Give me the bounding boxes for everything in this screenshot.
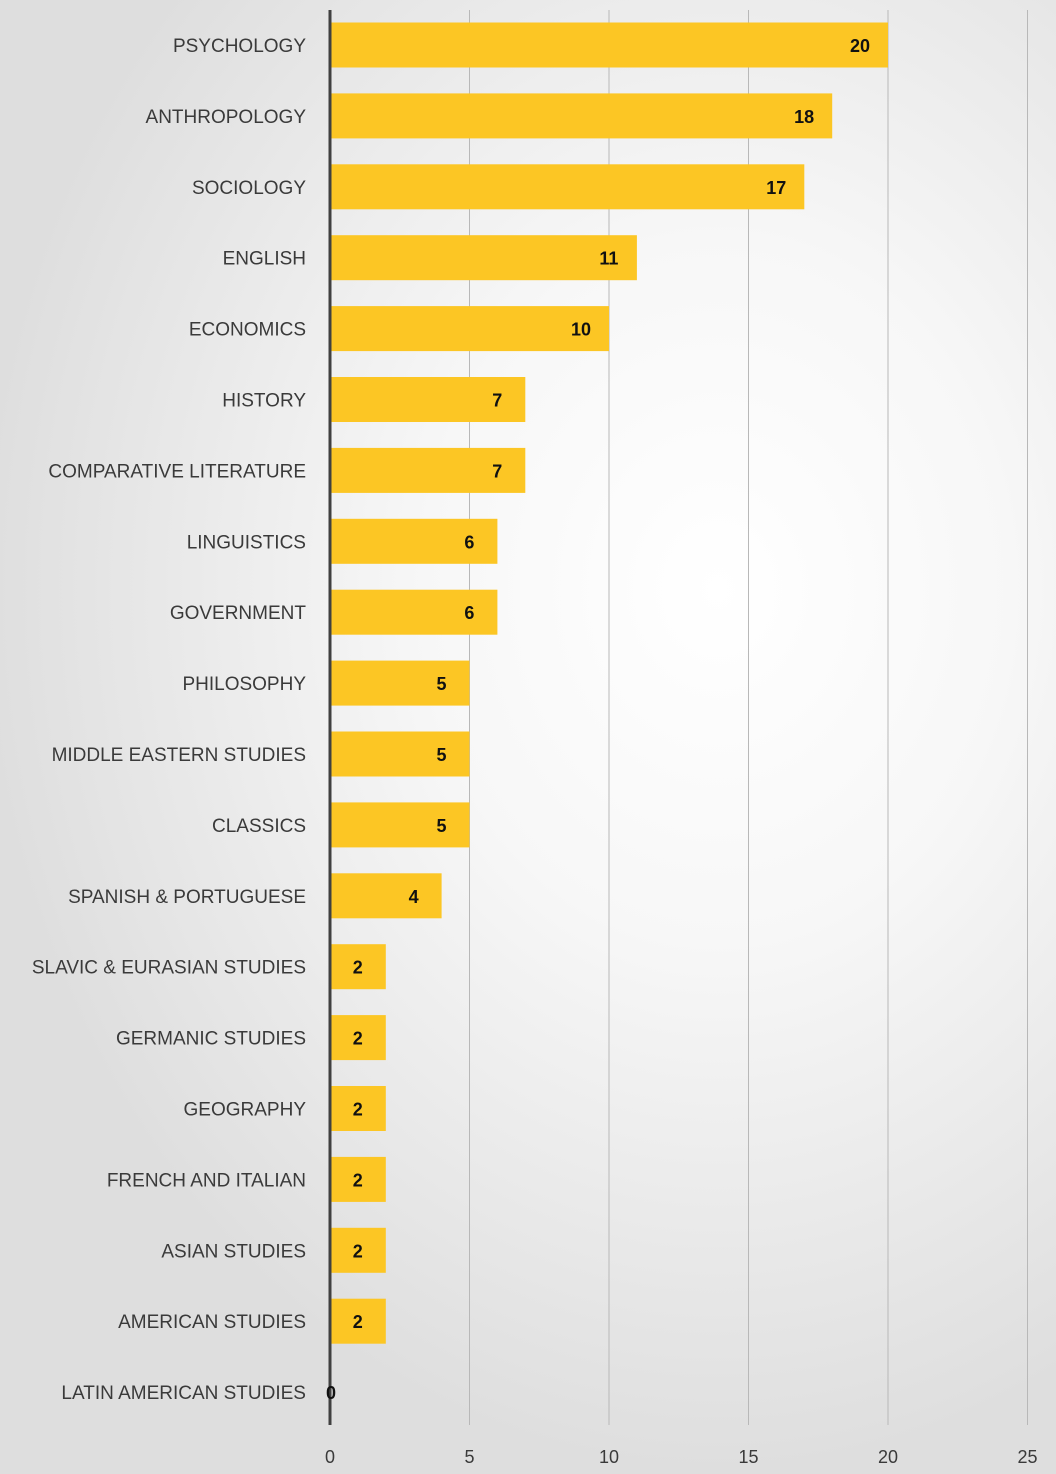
data-label: 2 [353,1241,363,1261]
data-label: 7 [492,461,502,481]
bar [330,589,498,635]
category-label: LATIN AMERICAN STUDIES [61,1383,306,1404]
category-label: SPANISH & PORTUGUESE [68,887,306,908]
data-label: 2 [353,1170,363,1190]
data-label: 2 [353,958,363,978]
data-label: 5 [436,674,446,694]
category-label: AMERICAN STUDIES [118,1312,306,1333]
category-label: ENGLISH [223,249,306,270]
data-label: 5 [436,816,446,836]
bar [330,1298,386,1344]
bar [330,944,386,990]
category-label: SOCIOLOGY [192,178,306,199]
bar [330,1227,386,1273]
category-label: MIDDLE EASTERN STUDIES [52,745,306,766]
x-tick-label: 15 [738,1447,758,1467]
category-label: ANTHROPOLOGY [146,107,307,128]
bar [330,731,470,777]
x-tick-label: 5 [464,1447,474,1467]
data-label: 2 [353,1312,363,1332]
category-label: HISTORY [222,391,306,412]
bar [330,93,833,139]
bar [330,447,526,493]
data-label: 6 [464,532,474,552]
bar [330,1086,386,1131]
data-label: 6 [464,603,474,623]
data-label: 7 [492,391,502,411]
data-label: 5 [436,745,446,765]
data-label: 4 [409,887,419,907]
data-label: 10 [571,320,591,340]
category-label: GERMANIC STUDIES [116,1029,306,1050]
data-label: 2 [353,1100,363,1120]
bar [330,660,470,706]
data-label: 11 [599,249,618,269]
bar [330,518,498,564]
category-label: CLASSICS [212,816,306,837]
category-label: FRENCH AND ITALIAN [107,1170,306,1191]
x-tick-label: 0 [325,1447,335,1467]
bar [330,22,888,68]
category-label: COMPARATIVE LITERATURE [48,461,306,482]
category-label: GEOGRAPHY [184,1100,307,1121]
category-label: LINGUISTICS [187,532,306,553]
data-label: 0 [326,1383,336,1403]
bar [330,1015,386,1061]
category-label: ASIAN STUDIES [161,1241,306,1262]
bar [330,164,805,210]
data-label: 2 [353,1029,363,1049]
bar [330,306,609,352]
bar [330,873,442,919]
gridlines [469,10,1028,1425]
x-tick-label: 10 [599,1447,619,1467]
category-label: ECONOMICS [189,320,306,341]
bar [330,235,637,281]
category-label: SLAVIC & EURASIAN STUDIES [32,958,306,979]
data-label: 18 [794,107,814,127]
bars [330,22,888,1344]
x-tick-label: 25 [1017,1447,1037,1467]
category-label: PHILOSOPHY [182,674,306,695]
data-label: 17 [766,178,786,198]
x-tick-label: 20 [878,1447,898,1467]
bar [330,1156,386,1202]
category-label: GOVERNMENT [170,603,307,624]
bar [330,377,526,422]
bar [330,802,470,848]
data-label: 20 [850,36,870,56]
category-label: PSYCHOLOGY [173,36,306,57]
